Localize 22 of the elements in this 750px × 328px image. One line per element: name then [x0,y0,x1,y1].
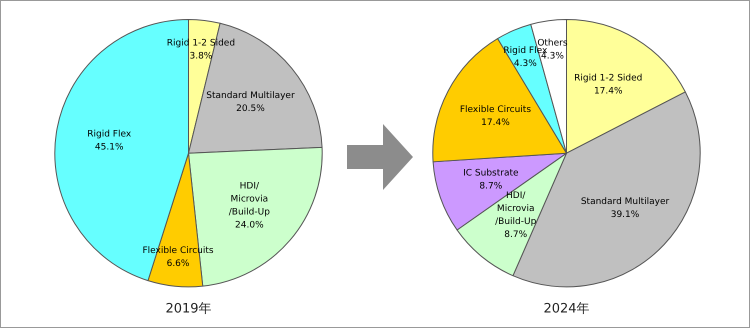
data-label: 45.1% [94,142,124,153]
data-label: 17.4% [594,86,623,97]
data-label: 3.8% [189,52,213,62]
slice-label: Standard Multilayer [580,196,670,207]
slice-label: HDI/ Microvia /Build-Up [495,191,537,228]
data-label: 8.7% [479,182,503,192]
slice-label: Rigid Flex [87,130,132,140]
data-label: 20.5% [236,104,266,114]
text: 2024年 [543,302,590,317]
data-label: 6.6% [166,258,190,269]
slice-label: Flexible Circuits [460,104,532,115]
data-label: 4.3% [514,59,538,70]
data-label: 24.0% [235,220,264,230]
data-label: 8.7% [504,230,528,240]
slice-label: IC Substrate [463,168,519,179]
data-label: 39.1% [610,210,640,220]
text: 2019年 [165,302,212,317]
data-label: 17.4% [481,118,510,128]
slice-label: HDI/ Microvia /Build-Up [228,181,270,218]
slice-label: Standard Multilayer [206,91,295,102]
data-label: 4.3% [541,52,564,62]
slice-label: Rigid 1-2 Sided [574,74,642,84]
